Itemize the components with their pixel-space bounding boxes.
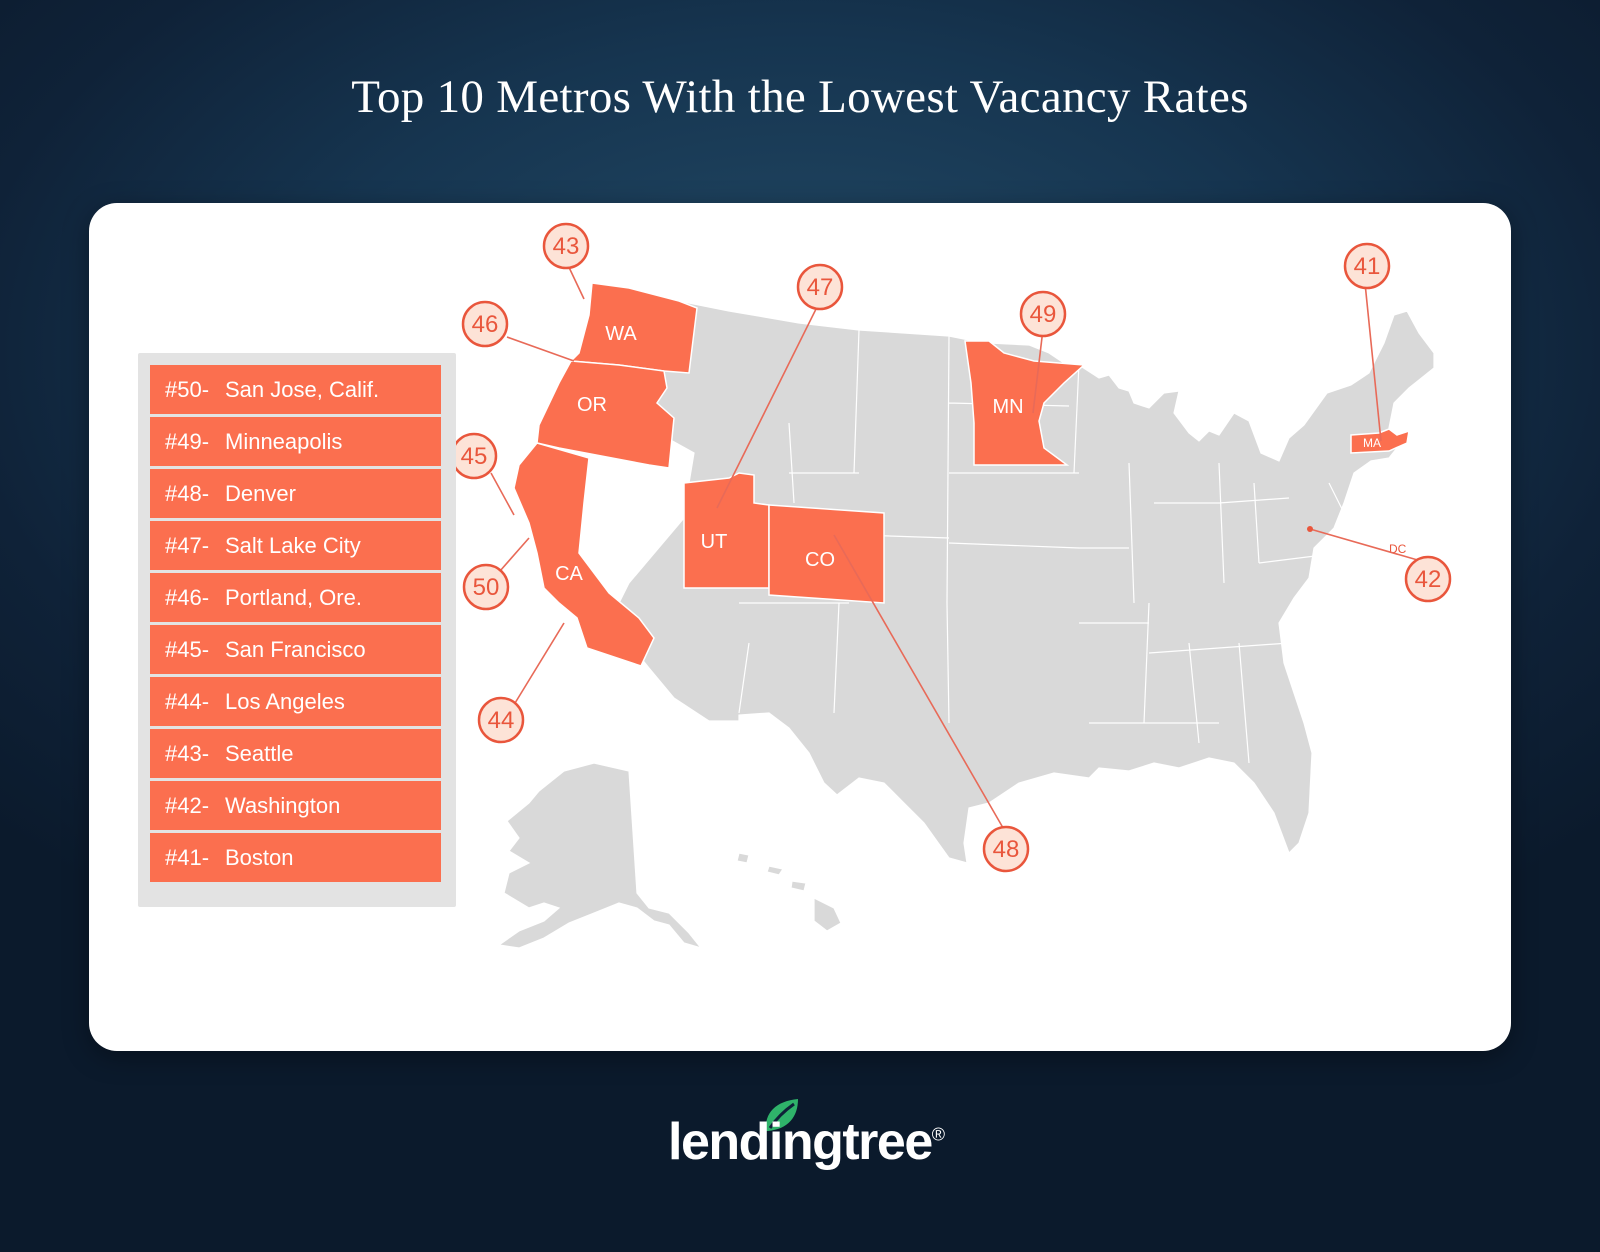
rank-city: Salt Lake City xyxy=(225,532,361,558)
rank-city: San Francisco xyxy=(225,636,366,662)
badge-48: 48 xyxy=(982,825,1030,873)
hawaii xyxy=(736,852,842,932)
badge-45-text: 45 xyxy=(461,443,488,470)
badge-49: 49 xyxy=(1019,290,1067,338)
label-ma: MA xyxy=(1363,436,1381,450)
page-title: Top 10 Metros With the Lowest Vacancy Ra… xyxy=(351,71,1249,123)
badge-41-text: 41 xyxy=(1354,253,1381,280)
badge-49-text: 49 xyxy=(1030,301,1057,328)
us-map: WA OR CA UT CO MN MA DC 43 41 4 xyxy=(450,222,1452,950)
state-co xyxy=(768,504,885,604)
dc-marker xyxy=(1307,526,1313,532)
badge-48-text: 48 xyxy=(993,836,1020,863)
state-ca xyxy=(513,442,655,667)
label-ca: CA xyxy=(555,563,583,585)
logo-wordmark: lendingtree xyxy=(668,1113,933,1171)
map-card: WA OR CA UT CO MN MA DC 43 41 4 xyxy=(89,203,1511,1051)
rank-number: #47- xyxy=(165,532,210,558)
state-mn xyxy=(964,340,1086,466)
badge-45: 45 xyxy=(450,432,498,480)
badge-50-text: 50 xyxy=(473,574,500,601)
ranking-row: #41- Boston xyxy=(150,833,441,882)
ranking-row: #42- Washington xyxy=(150,781,441,830)
rank-city: Denver xyxy=(225,480,296,506)
badge-50: 50 xyxy=(462,563,510,611)
rank-number: #48- xyxy=(165,480,210,506)
badge-44: 44 xyxy=(477,696,525,744)
badge-42-text: 42 xyxy=(1415,566,1442,593)
state-ma xyxy=(1350,428,1410,454)
badge-41: 41 xyxy=(1343,242,1391,290)
label-co: CO xyxy=(805,549,835,571)
rank-number: #50- xyxy=(165,376,210,402)
rank-number: #45- xyxy=(165,636,210,662)
state-or xyxy=(536,360,675,469)
state-borders xyxy=(738,329,1345,764)
label-mn: MN xyxy=(992,396,1023,418)
leader-lines xyxy=(490,260,1429,834)
rank-city: Los Angeles xyxy=(225,688,345,714)
ranking-row: #47- Salt Lake City xyxy=(150,521,441,570)
ranking-list: #50- San Jose, Calif. #49- Minneapolis #48… xyxy=(138,353,456,907)
rank-number: #43- xyxy=(165,740,210,766)
base-states xyxy=(497,300,1435,950)
ranking-row: #45- San Francisco xyxy=(150,625,441,674)
badge-44-text: 44 xyxy=(488,707,515,734)
highlighted-states xyxy=(513,282,1410,667)
badge-43: 43 xyxy=(542,222,590,270)
state-labels: WA OR CA UT CO MN MA DC xyxy=(555,323,1407,585)
ranking-row: #49- Minneapolis xyxy=(150,417,441,466)
rank-city: San Jose, Calif. xyxy=(225,376,380,402)
rank-number: #46- xyxy=(165,584,210,610)
us-silhouette xyxy=(598,300,1435,864)
label-wa: WA xyxy=(605,323,637,345)
ranking-row: #48- Denver xyxy=(150,469,441,518)
badge-46-text: 46 xyxy=(472,311,499,338)
rank-city: Portland, Ore. xyxy=(225,584,362,610)
badge-47-text: 47 xyxy=(807,274,834,301)
badge-42: 42 xyxy=(1404,555,1452,603)
alaska xyxy=(497,762,703,950)
rank-city: Washington xyxy=(225,792,341,818)
rank-number: #44- xyxy=(165,688,210,714)
label-ut: UT xyxy=(701,531,728,553)
rank-city: Minneapolis xyxy=(225,428,343,454)
ranking-row: #50- San Jose, Calif. xyxy=(150,365,441,414)
logo: lendingtree® xyxy=(668,1112,945,1172)
rank-number: #41- xyxy=(165,844,210,870)
logo-leaf-icon xyxy=(765,1099,798,1131)
rank-city: Seattle xyxy=(225,740,294,766)
rank-city: Boston xyxy=(225,844,294,870)
badge-43-text: 43 xyxy=(553,233,580,260)
ranking-row: #46- Portland, Ore. xyxy=(150,573,441,622)
rank-number: #42- xyxy=(165,792,210,818)
label-or: OR xyxy=(577,394,607,416)
badge-46: 46 xyxy=(461,300,509,348)
ranking-row: #43- Seattle xyxy=(150,729,441,778)
ranking-row: #44- Los Angeles xyxy=(150,677,441,726)
logo-registered-mark: ® xyxy=(931,1124,945,1145)
rank-number: #49- xyxy=(165,428,210,454)
badge-47: 47 xyxy=(796,263,844,311)
